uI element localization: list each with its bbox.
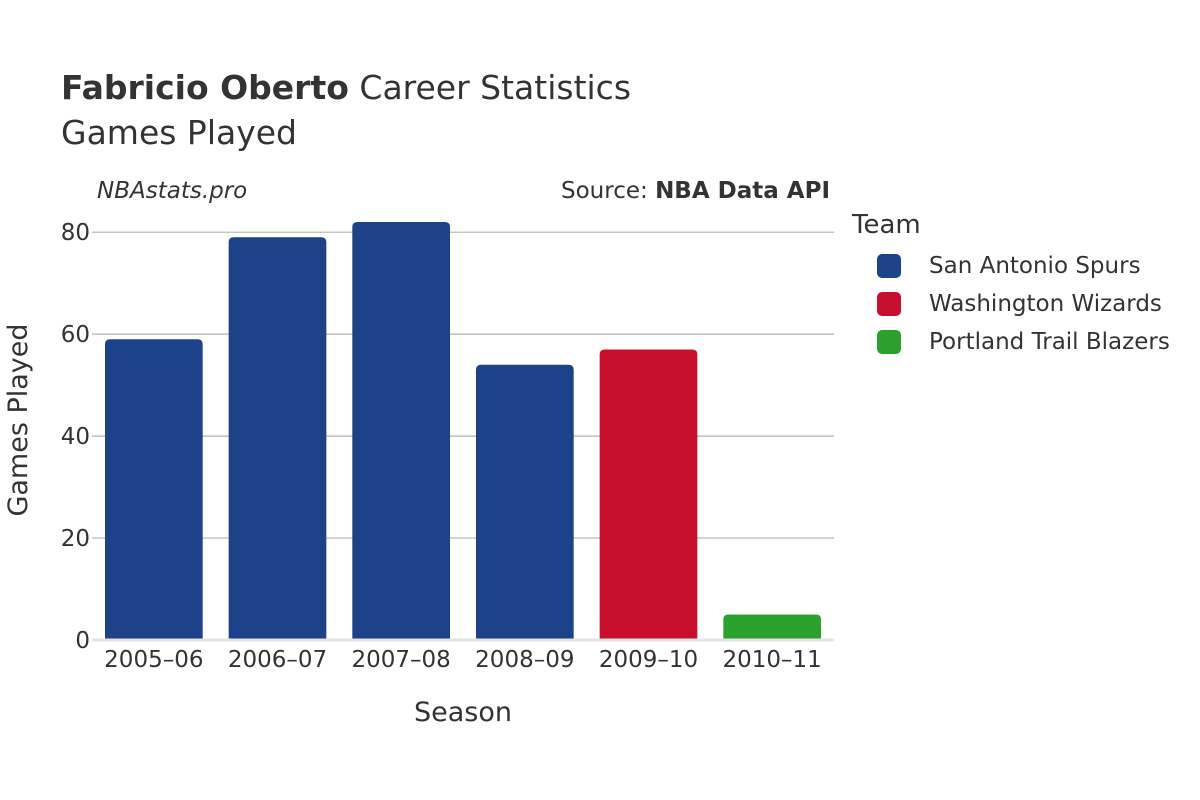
bar	[475, 364, 574, 640]
bars	[104, 222, 822, 641]
legend-label: Portland Trail Blazers	[929, 329, 1170, 355]
x-tick-label: 2010–11	[723, 647, 822, 673]
legend-swatch-san-antonio-spurs	[877, 254, 901, 278]
legend-item-san-antonio-spurs[interactable]: San Antonio Spurs	[877, 253, 1141, 279]
legend-label: San Antonio Spurs	[929, 253, 1141, 279]
y-tick-label: 20	[61, 526, 90, 552]
legend-item-portland-trail-blazers[interactable]: Portland Trail Blazers	[877, 329, 1170, 355]
x-axis-title: Season	[414, 697, 512, 728]
bar	[104, 339, 203, 640]
y-tick-label: 80	[61, 220, 90, 246]
chart-title-player: Fabricio Oberto	[61, 68, 349, 107]
x-tick-label: 2009–10	[599, 647, 698, 673]
x-tick-label: 2005–06	[104, 647, 203, 673]
axes: 0 20 40 60 80 2005–06 2006–07 2007–08 2008–09 200…	[61, 220, 834, 673]
legend-swatch-washington-wizards	[877, 292, 901, 316]
legend-label: Washington Wizards	[929, 291, 1162, 317]
bar	[228, 237, 327, 641]
x-tick-label: 2007–08	[352, 647, 451, 673]
chart-title: Fabricio Oberto Career Statistics	[61, 68, 631, 107]
y-tick-label: 0	[75, 628, 90, 654]
bar	[352, 222, 451, 640]
source-name: NBA Data API	[655, 178, 830, 204]
legend-item-washington-wizards[interactable]: Washington Wizards	[877, 291, 1162, 317]
legend-title: Team	[852, 210, 921, 240]
source-prefix: Source:	[561, 178, 656, 204]
chart-subtitle: Games Played	[61, 113, 297, 152]
gridlines	[92, 231, 834, 539]
y-tick-label: 60	[61, 322, 90, 348]
site-label: NBAstats.pro	[97, 178, 248, 204]
y-axis-title: Games Played	[3, 323, 34, 516]
source-label: Source: NBA Data API	[561, 178, 830, 204]
bar	[723, 614, 822, 640]
legend-swatch-portland-trail-blazers	[877, 330, 901, 354]
bar	[599, 349, 698, 640]
x-tick-label: 2006–07	[228, 647, 327, 673]
y-tick-label: 40	[61, 424, 90, 450]
chart-title-suffix: Career Statistics	[348, 68, 632, 107]
x-tick-label: 2008–09	[475, 647, 574, 673]
